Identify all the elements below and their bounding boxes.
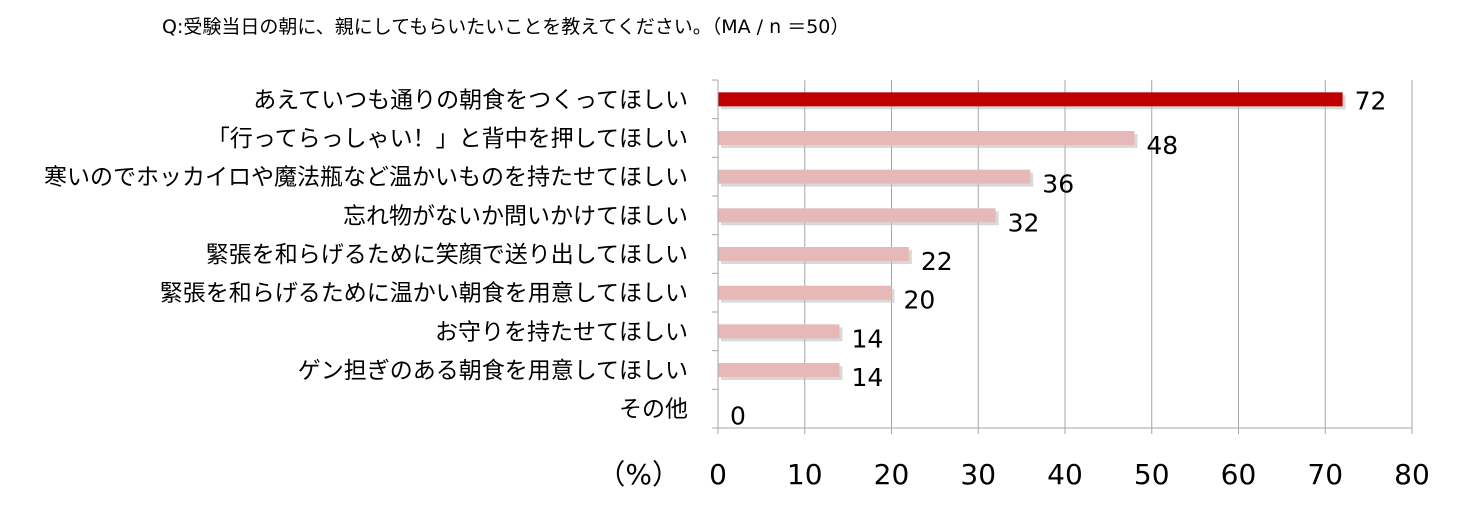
bars xyxy=(718,92,1346,380)
axes xyxy=(712,79,1413,434)
category-label: 緊張を和らげるために笑顔で送り出してほしい xyxy=(206,242,688,268)
x-tick-label: 80 xyxy=(1394,458,1430,491)
x-tick-label: 60 xyxy=(1221,458,1257,491)
bar xyxy=(718,92,1343,107)
data-label: 36 xyxy=(1042,170,1074,199)
chart-title: Q:受験当日の朝に、親にしてもらいたいことを教えてください。（MA / n ＝5… xyxy=(162,16,850,38)
bar xyxy=(718,285,892,300)
bar xyxy=(718,324,840,339)
data-label: 14 xyxy=(851,324,883,353)
category-label: お守りを持たせてほしい xyxy=(435,319,688,345)
data-label: 22 xyxy=(921,247,953,276)
x-tick-label: 70 xyxy=(1307,458,1343,491)
data-label: 48 xyxy=(1146,131,1178,160)
category-label: 「行ってらっしゃい！」と背中を押してほしい xyxy=(207,126,688,152)
x-tick-label: 40 xyxy=(1047,458,1083,491)
x-axis-unit-label: （%） xyxy=(597,458,680,491)
bar xyxy=(718,131,1135,145)
bar xyxy=(718,247,909,261)
category-label: 緊張を和らげるために温かい朝食を用意してほしい xyxy=(160,281,688,307)
x-tick-label: 0 xyxy=(709,458,727,491)
category-label: 寒いのでホッカイロや魔法瓶など温かいものを持たせてほしい xyxy=(44,165,688,191)
category-label: ゲン担ぎのある朝食を用意してほしい xyxy=(298,358,688,384)
data-label: 0 xyxy=(730,402,746,431)
data-label: 32 xyxy=(1008,208,1040,237)
labels: 72 あえていつも通りの朝食をつくってほしい 48 「行ってらっしゃい！」と背中を押し… xyxy=(44,86,1430,491)
bar xyxy=(718,363,840,377)
x-tick-label: 10 xyxy=(787,458,823,491)
x-tick-label: 20 xyxy=(874,458,910,491)
bar xyxy=(718,208,996,223)
x-tick-label: 50 xyxy=(1134,458,1170,491)
x-tick-label: 30 xyxy=(960,458,996,491)
category-label: 忘れ物がないか問いかけてほしい xyxy=(343,203,688,229)
category-label: その他 xyxy=(619,397,688,423)
data-label: 72 xyxy=(1355,86,1387,115)
category-label: あえていつも通りの朝食をつくってほしい xyxy=(253,87,688,113)
data-label: 20 xyxy=(904,286,936,315)
data-label: 14 xyxy=(851,363,883,392)
bar xyxy=(718,169,1031,184)
